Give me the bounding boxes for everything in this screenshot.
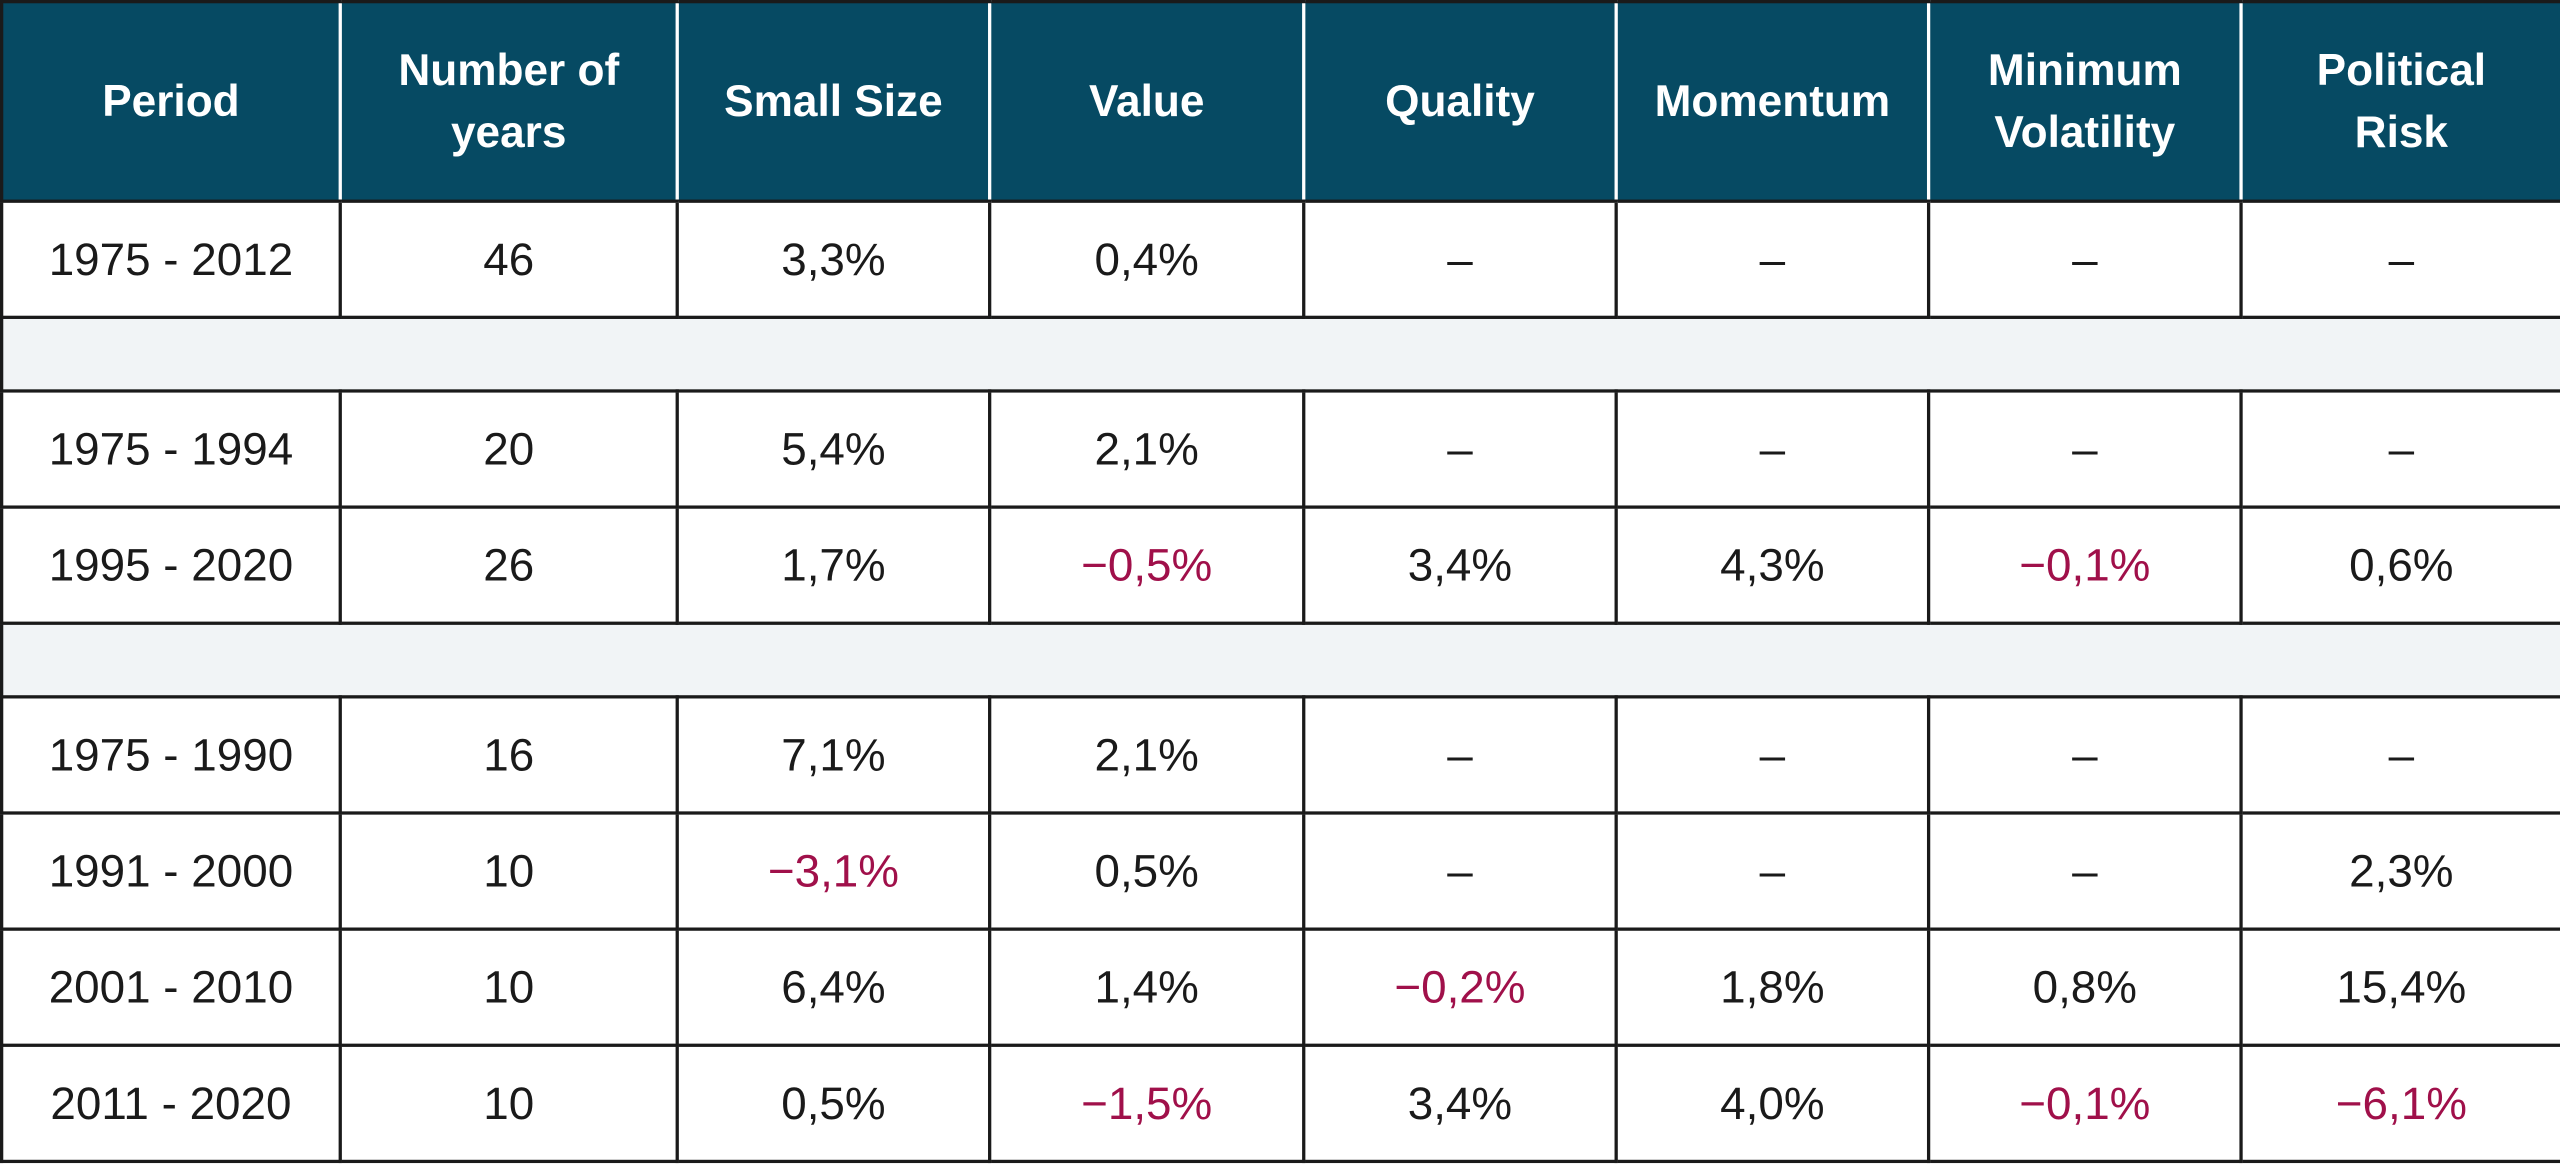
- column-header-period: Period: [0, 0, 341, 203]
- cell-minimum-volatility: –: [1926, 811, 2243, 931]
- cell-minimum-volatility: –: [1926, 695, 2243, 815]
- table-row: 1991 - 2000 10 −3,1% 0,5% – – –2,3%: [0, 811, 2560, 931]
- cell-small-size: −3,1%: [675, 811, 992, 931]
- column-header-text: Value: [1088, 76, 1205, 126]
- cell-minimum-volatility: –: [1926, 389, 2243, 509]
- cell-value: 2,1%: [988, 389, 1306, 509]
- cell-momentum: 4,3%: [1614, 505, 1931, 625]
- cell-momentum: –: [1614, 199, 1931, 319]
- column-header-text: Period: [102, 76, 240, 126]
- cell-small-size: 5,4%: [675, 389, 992, 509]
- cell-quality: –: [1302, 695, 1618, 815]
- cell-small-size: 6,4%: [675, 927, 992, 1047]
- cell-political-risk: 2,3%: [2239, 811, 2560, 931]
- header-row: Period Number of years Small Size Value Quali…: [0, 0, 2560, 203]
- cell-quality: 3,4%: [1302, 505, 1618, 625]
- cell-period: 1975 - 1994: [0, 389, 342, 509]
- cell-number-of-years: 10: [338, 811, 679, 931]
- column-header-text: Risk: [2354, 107, 2449, 158]
- column-header-minimum-volatility: Minimum Volatility: [1926, 0, 2242, 203]
- cell-value: −1,5%: [988, 1043, 1306, 1164]
- cell-political-risk: 15,4%: [2239, 927, 2560, 1047]
- column-header-text: Volatility: [1994, 107, 2176, 158]
- spacer-row: [0, 621, 2560, 699]
- cell-number-of-years: 10: [338, 1043, 679, 1164]
- spacer-row: [0, 315, 2560, 393]
- cell-political-risk: −6,1%: [2239, 1043, 2560, 1164]
- cell-value: 0,4%: [988, 199, 1306, 319]
- table-row: 1975 - 2012 46 3,3% 0,4% – – – –: [0, 199, 2560, 319]
- column-header-text: Political: [2316, 45, 2487, 95]
- table-row: 1975 - 1990 16 7,1% 2,1% – – – –: [0, 695, 2560, 815]
- table-row: 1995 - 2020 26 1,7% −0,5% 3,4% 4,3% −0,1% 0,6%: [0, 505, 2560, 625]
- cell-momentum: 4,0%: [1614, 1043, 1931, 1164]
- column-header-political-risk: Political Risk: [2239, 0, 2560, 203]
- cell-quality: –: [1302, 199, 1618, 319]
- cell-value: 1,4%: [988, 927, 1306, 1047]
- column-header-value: Value: [988, 0, 1304, 203]
- cell-period: 2011 - 2020: [0, 1043, 342, 1164]
- cell-momentum: –: [1614, 695, 1931, 815]
- cell-value: 2,1%: [988, 695, 1306, 815]
- spacer-cell: [0, 315, 2560, 393]
- cell-small-size: 0,5%: [675, 1043, 992, 1164]
- cell-political-risk: –: [2239, 389, 2560, 509]
- cell-small-size: 1,7%: [675, 505, 992, 625]
- cell-small-size: 3,3%: [675, 199, 992, 319]
- column-header-text: Minimum: [1987, 45, 2182, 95]
- cell-minimum-volatility: −0,1%: [1926, 1043, 2243, 1164]
- cell-momentum: –: [1614, 811, 1931, 931]
- column-header-text: Number of: [398, 45, 620, 95]
- table-row: 1975 - 1994 20 5,4% 2,1% – – – –: [0, 389, 2560, 509]
- table-body: 1975 - 2012 46 3,3% 0,4% – – – –1975 - 1994 20 5,…: [0, 199, 2560, 1164]
- column-header-momentum: Momentum: [1614, 0, 1929, 203]
- cell-quality: –: [1302, 389, 1618, 509]
- cell-number-of-years: 16: [338, 695, 679, 815]
- column-header-quality: Quality: [1302, 0, 1617, 203]
- cell-period: 1991 - 2000: [0, 811, 342, 931]
- spacer-cell: [0, 621, 2560, 699]
- cell-value: 0,5%: [988, 811, 1306, 931]
- cell-momentum: 1,8%: [1614, 927, 1931, 1047]
- cell-minimum-volatility: −0,1%: [1926, 505, 2243, 625]
- cell-number-of-years: 20: [338, 389, 679, 509]
- cell-quality: –: [1302, 811, 1618, 931]
- cell-value: −0,5%: [988, 505, 1306, 625]
- cell-quality: 3,4%: [1302, 1043, 1618, 1164]
- cell-period: 2001 - 2010: [0, 927, 342, 1047]
- table-row: 2001 - 2010 10 6,4% 1,4% −0,2% 1,8% 0,8% 15,4%: [0, 927, 2560, 1047]
- cell-number-of-years: 10: [338, 927, 679, 1047]
- cell-minimum-volatility: –: [1926, 199, 2243, 319]
- cell-political-risk: 0,6%: [2239, 505, 2560, 625]
- column-header-text: Small Size: [724, 76, 943, 126]
- column-header-text: Momentum: [1654, 76, 1891, 126]
- column-header-text: years: [450, 107, 567, 158]
- cell-number-of-years: 46: [338, 199, 679, 319]
- column-header-number-of-years: Number of years: [338, 0, 678, 203]
- cell-quality: −0,2%: [1302, 927, 1618, 1047]
- cell-period: 1975 - 2012: [0, 199, 342, 319]
- table-row: 2011 - 2020 10 0,5% −1,5% 3,4% 4,0% −0,1% −6,1%: [0, 1043, 2560, 1164]
- column-header-text: Quality: [1385, 76, 1535, 126]
- cell-minimum-volatility: 0,8%: [1926, 927, 2243, 1047]
- cell-period: 1995 - 2020: [0, 505, 342, 625]
- cell-political-risk: –: [2239, 695, 2560, 815]
- cell-political-risk: –: [2239, 199, 2560, 319]
- cell-number-of-years: 26: [338, 505, 679, 625]
- cell-small-size: 7,1%: [675, 695, 992, 815]
- column-header-small-size: Small Size: [675, 0, 990, 203]
- cell-period: 1975 - 1990: [0, 695, 342, 815]
- cell-momentum: –: [1614, 389, 1931, 509]
